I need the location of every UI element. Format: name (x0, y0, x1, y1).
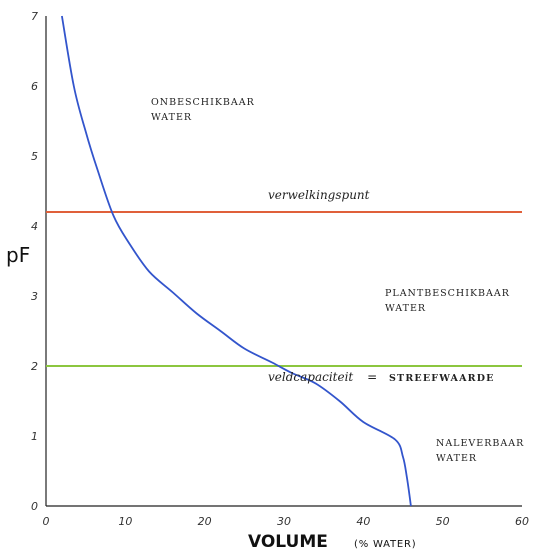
zone-deliverable-line1: NALEVERBAAR (436, 438, 524, 449)
y-tick-label: 0 (31, 500, 38, 513)
zone-deliverable-line2: WATER (436, 453, 477, 464)
y-tick-label: 2 (31, 360, 38, 373)
equals-sign: = (367, 370, 377, 384)
x-axis-title: VOLUME (248, 532, 328, 552)
x-tick-label: 50 (436, 515, 450, 528)
target-value-label: STREEFWAARDE (389, 373, 495, 384)
x-tick-label: 30 (277, 515, 291, 528)
y-tick-label: 3 (31, 290, 38, 303)
zone-plant-available-line1: PLANTBESCHIKBAAR (385, 288, 510, 299)
y-tick-label: 7 (31, 10, 38, 23)
x-tick-label: 60 (515, 515, 529, 528)
zone-unavailable-line2: WATER (151, 112, 192, 123)
x-tick-label: 20 (198, 515, 212, 528)
x-tick-labels: 0 10 20 30 40 50 60 (43, 515, 530, 528)
retention-curve (61, 15, 412, 507)
field-capacity-label: veldcapaciteit = STREEFWAARDE (268, 370, 495, 384)
y-tick-label: 1 (31, 430, 38, 443)
y-tick-label: 4 (31, 220, 38, 233)
zone-plant-available-line2: WATER (385, 303, 426, 314)
x-tick-label: 0 (43, 515, 50, 528)
y-tick-label: 5 (31, 150, 38, 163)
y-tick-label: 6 (31, 80, 38, 93)
y-axis-title: pF (6, 243, 30, 267)
x-tick-label: 40 (356, 515, 370, 528)
field-capacity-text: veldcapaciteit (268, 370, 353, 384)
y-tick-labels: 0 1 2 3 4 5 6 7 (31, 10, 38, 513)
x-axis-unit: (% WATER) (354, 539, 416, 550)
x-tick-label: 10 (118, 515, 132, 528)
zone-unavailable-line1: ONBESCHIKBAAR (151, 97, 255, 108)
wilting-point-label: verwelkingspunt (268, 188, 370, 202)
